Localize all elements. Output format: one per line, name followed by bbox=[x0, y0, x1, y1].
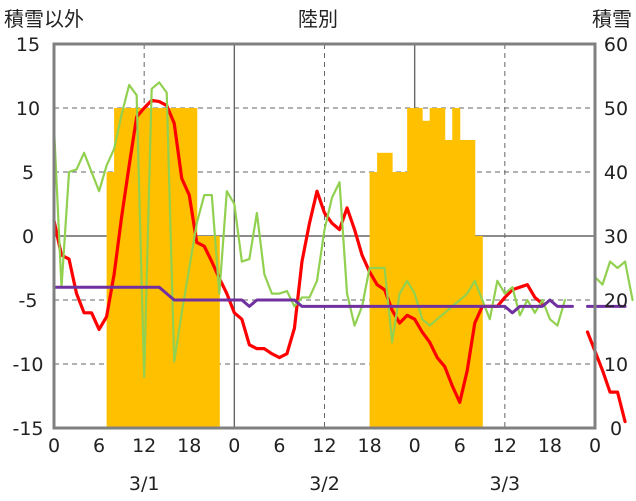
x-tick-label: 12 bbox=[493, 435, 517, 457]
left-tick-label: 15 bbox=[16, 34, 40, 56]
snow-depth-bar bbox=[414, 108, 423, 428]
date-label: 3/1 bbox=[129, 473, 160, 495]
snow-depth-bar bbox=[444, 140, 453, 428]
snow-depth-bar bbox=[114, 108, 123, 428]
left-tick-label: -15 bbox=[12, 418, 43, 440]
snow-depth-bar bbox=[429, 108, 438, 428]
date-label: 3/2 bbox=[309, 473, 340, 495]
snow-depth-bar bbox=[204, 236, 213, 428]
snow-depth-bar bbox=[211, 236, 220, 428]
snow-depth-bar bbox=[392, 172, 401, 428]
snow-depth-bar bbox=[459, 140, 468, 428]
left-tick-label: -10 bbox=[12, 354, 43, 376]
right-tick-label: 20 bbox=[604, 290, 628, 312]
chart-title: 陸別 bbox=[298, 7, 338, 31]
x-tick-label: 6 bbox=[273, 435, 285, 457]
snow-depth-bar bbox=[407, 108, 416, 428]
right-tick-label: 50 bbox=[604, 98, 628, 120]
snow-depth-bar bbox=[369, 172, 378, 428]
snow-depth-bar bbox=[196, 236, 205, 428]
snow-depth-bar bbox=[474, 236, 483, 428]
right-tick-label: 10 bbox=[604, 354, 628, 376]
x-tick-label: 6 bbox=[93, 435, 105, 457]
x-tick-label: 18 bbox=[538, 435, 562, 457]
snow-depth-bar bbox=[159, 108, 168, 428]
plot-frame bbox=[52, 42, 597, 430]
right-tick-label: 30 bbox=[604, 226, 628, 248]
snow-depth-bar bbox=[174, 108, 183, 428]
left-tick-label: 0 bbox=[22, 226, 34, 248]
x-tick-label: 0 bbox=[228, 435, 240, 457]
date-label: 3/3 bbox=[490, 473, 521, 495]
x-tick-label: 0 bbox=[409, 435, 421, 457]
right-axis-ticks: 60 50 40 30 20 10 0 bbox=[604, 34, 628, 440]
date-labels: 3/1 3/2 3/3 bbox=[129, 473, 520, 495]
humidity-like-line bbox=[52, 81, 634, 378]
snow-depth-bar bbox=[121, 108, 130, 428]
right-tick-label: 40 bbox=[604, 162, 628, 184]
snow-depth-bar bbox=[189, 108, 198, 428]
snow-depth-bar bbox=[452, 108, 461, 428]
x-tick-label: 6 bbox=[454, 435, 466, 457]
snow-depth-bar bbox=[437, 108, 446, 428]
snow-depth-bar bbox=[467, 140, 476, 428]
x-tick-label: 18 bbox=[357, 435, 381, 457]
x-tick-label: 0 bbox=[48, 435, 60, 457]
right-axis-label: 積雪 bbox=[592, 7, 632, 31]
snow-depth-bar bbox=[129, 108, 138, 428]
left-axis-label: 積雪以外 bbox=[4, 7, 84, 31]
left-tick-label: 5 bbox=[22, 162, 34, 184]
x-tick-label: 0 bbox=[589, 435, 601, 457]
right-tick-label: 0 bbox=[610, 418, 622, 440]
left-tick-label: -5 bbox=[19, 290, 38, 312]
snow-depth-bar bbox=[384, 152, 393, 429]
left-tick-label: 10 bbox=[16, 98, 40, 120]
right-tick-label: 60 bbox=[604, 34, 628, 56]
snow-depth-bar bbox=[181, 108, 190, 428]
x-tick-label: 18 bbox=[177, 435, 201, 457]
x-tick-label: 12 bbox=[312, 435, 336, 457]
snow-depth-bar bbox=[377, 152, 386, 429]
snow-depth-bar bbox=[422, 120, 431, 429]
purple-line-line bbox=[52, 285, 574, 315]
snow-depth-bar bbox=[144, 108, 153, 428]
snow-depth-bar bbox=[151, 108, 160, 428]
snow-depth-bar bbox=[399, 172, 408, 428]
x-tick-label: 12 bbox=[132, 435, 156, 457]
x-axis-ticks: 0 6 12 18 0 6 12 18 0 6 12 18 0 bbox=[48, 435, 601, 457]
left-axis-ticks: 15 10 5 0 -5 -10 -15 bbox=[12, 34, 43, 440]
